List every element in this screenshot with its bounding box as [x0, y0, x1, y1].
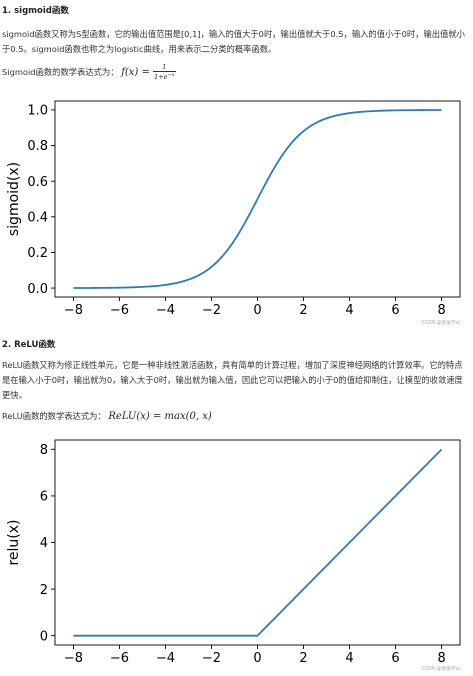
- y-tick-label: 2: [40, 583, 48, 598]
- data-point: [372, 111, 373, 112]
- data-point: [234, 240, 235, 241]
- y-tick-label: 0: [40, 629, 48, 644]
- data-point: [257, 198, 258, 199]
- x-tick-label: 6: [391, 651, 399, 666]
- x-tick-label: −8: [64, 303, 83, 318]
- x-tick-label: −4: [156, 303, 175, 318]
- series-line: [73, 448, 443, 637]
- data-point: [188, 279, 189, 280]
- section-heading-relu: 2. ReLU函数: [2, 340, 56, 350]
- x-tick-label: 4: [345, 303, 353, 318]
- x-tick-label: −2: [202, 651, 221, 666]
- sigmoid-formula-numerator: 1: [153, 64, 176, 72]
- data-point: [280, 157, 281, 158]
- x-tick-label: −8: [64, 651, 83, 666]
- data-point: [441, 449, 442, 450]
- y-tick-label: 6: [40, 490, 48, 505]
- data-point: [119, 287, 120, 288]
- sigmoid-formula: f(x) = 1 1+e−x: [121, 64, 176, 82]
- x-tick-label: −6: [110, 303, 129, 318]
- sigmoid-formula-label: Sigmoid函数的数学表达式为：: [2, 67, 119, 78]
- y-tick-label: 0.0: [27, 282, 48, 297]
- relu-formula-label: ReLU函数的数学表达式为：: [2, 411, 106, 421]
- y-axis-label: sigmoid(x): [6, 162, 22, 236]
- section-heading-sigmoid: 1. sigmoid函数: [2, 6, 69, 16]
- relu-chart: −8 −6 −4 −2 0 2 4 6 8 0 2 4 6 8 relu(x) CSDN @我爱学ai: [6, 439, 461, 672]
- watermark: CSDN @我爱学ai: [421, 319, 460, 326]
- x-tick-label: 2: [299, 651, 307, 666]
- x-tick-label: 8: [437, 303, 445, 318]
- plot-frame: [54, 439, 461, 646]
- data-point: [418, 109, 419, 110]
- y-tick-label: 4: [40, 536, 48, 551]
- data-point: [441, 109, 442, 110]
- y-tick-label: 0.6: [27, 175, 48, 190]
- y-tick-label: 1.0: [27, 104, 48, 119]
- data-point: [96, 287, 97, 288]
- data-point: [211, 266, 212, 267]
- x-tick-label: −2: [202, 303, 221, 318]
- watermark: CSDN @我爱学ai: [421, 665, 460, 672]
- data-point: [257, 635, 258, 636]
- relu-description: ReLU函数又称为修正线性单元，它是一种非线性激活函数，具有简单的计算过程，增加…: [2, 360, 463, 400]
- sigmoid-formula-line: Sigmoid函数的数学表达式为： f(x) = 1 1+e−x: [2, 64, 468, 81]
- data-point: [142, 286, 143, 287]
- y-tick-label: 8: [40, 443, 48, 458]
- data-point: [165, 284, 166, 285]
- y-tick-label: 0.8: [27, 139, 48, 154]
- y-tick-label: 0.2: [27, 246, 48, 261]
- sigmoid-formula-denominator: 1+e−x: [154, 72, 175, 82]
- x-tick-label: −4: [156, 651, 175, 666]
- x-tick-label: −6: [110, 651, 129, 666]
- sigmoid-formula-lhs: f(x) =: [121, 67, 150, 79]
- data-point: [395, 110, 396, 111]
- x-tick-label: 4: [345, 651, 353, 666]
- y-axis-label: relu(x): [6, 519, 22, 565]
- sigmoid-description: sigmoid函数又称为S型函数，它的输出值范围是[0,1]，输入的值大于0时，…: [2, 29, 465, 54]
- y-tick-label: 0.4: [27, 210, 48, 225]
- x-tick-label: 0: [253, 303, 261, 318]
- relu-formula-line: ReLU函数的数学表达式为： ReLU(x) = max(0, x): [2, 409, 468, 424]
- data-point: [326, 118, 327, 119]
- data-point: [73, 287, 74, 288]
- sigmoid-formula-fraction: 1 1+e−x: [153, 64, 176, 82]
- data-point: [303, 131, 304, 132]
- x-tick-label: 2: [299, 303, 307, 318]
- data-point: [349, 113, 350, 114]
- data-point: [73, 635, 74, 636]
- x-tick-label: 0: [253, 651, 261, 666]
- x-tick-label: 8: [437, 651, 445, 666]
- x-tick-label: 6: [391, 303, 399, 318]
- sigmoid-chart: −8 −6 −4 −2 0 2 4 6 8 0.0 0.2 0.4 0.6 0.8 1.0 sigmoid(x…: [6, 100, 461, 326]
- relu-formula: ReLU(x) = max(0, x): [108, 411, 212, 422]
- series-line: [73, 109, 442, 289]
